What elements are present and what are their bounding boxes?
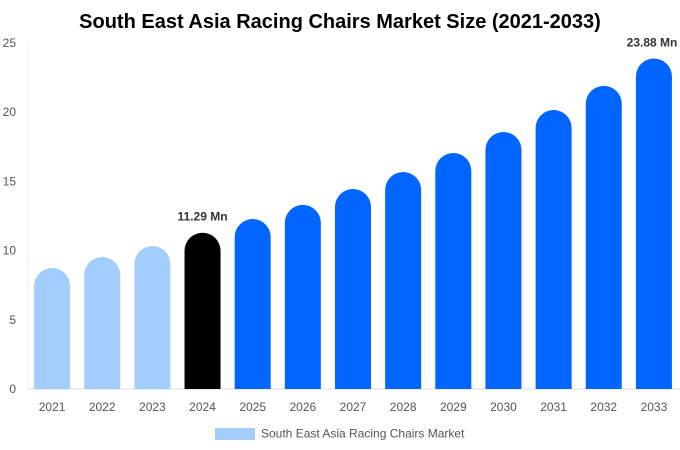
bar-2031 (535, 109, 572, 390)
bar-2026 (284, 204, 321, 389)
x-tick-label: 2031 (540, 400, 567, 414)
y-tick-label: 0 (9, 382, 16, 396)
x-tick-label: 2021 (39, 400, 66, 414)
data-label: 23.88 Mn (627, 36, 678, 50)
x-tick-label: 2022 (89, 400, 116, 414)
x-tick-label: 2029 (440, 400, 467, 414)
x-tick-label: 2027 (340, 400, 367, 414)
x-tick-label: 2026 (289, 400, 316, 414)
x-tick-label: 2030 (490, 400, 517, 414)
bar-2027 (335, 189, 371, 389)
bar-2022 (84, 256, 121, 389)
y-tick-label: 5 (9, 313, 16, 327)
x-tick-label: 2025 (239, 400, 266, 414)
data-label: 11.29 Mn (178, 210, 228, 224)
bar-2029 (435, 153, 472, 389)
x-tick-label: 2023 (139, 400, 166, 414)
legend: South East Asia Racing Chairs Market (215, 427, 465, 441)
legend-label: South East Asia Racing Chairs Market (261, 427, 465, 441)
bar-2025 (234, 219, 271, 389)
y-tick-label: 15 (3, 174, 17, 188)
chart-title: South East Asia Racing Chairs Market Siz… (79, 11, 601, 33)
y-tick-label: 10 (3, 244, 17, 258)
bar-2030 (485, 131, 522, 389)
bar-2033 (635, 58, 672, 390)
x-tick-label: 2033 (641, 400, 668, 414)
legend-swatch (215, 428, 255, 440)
x-tick-label: 2028 (390, 400, 417, 414)
bar-2032 (585, 85, 622, 390)
y-tick-label: 25 (3, 36, 17, 50)
bar-2023 (134, 246, 171, 389)
y-tick-label: 20 (3, 105, 17, 119)
x-tick-label: 2032 (590, 400, 617, 414)
x-tick-label: 2024 (189, 400, 216, 414)
bar-2024 (184, 232, 221, 389)
bar-2028 (385, 171, 422, 389)
bar-2021 (34, 268, 71, 389)
